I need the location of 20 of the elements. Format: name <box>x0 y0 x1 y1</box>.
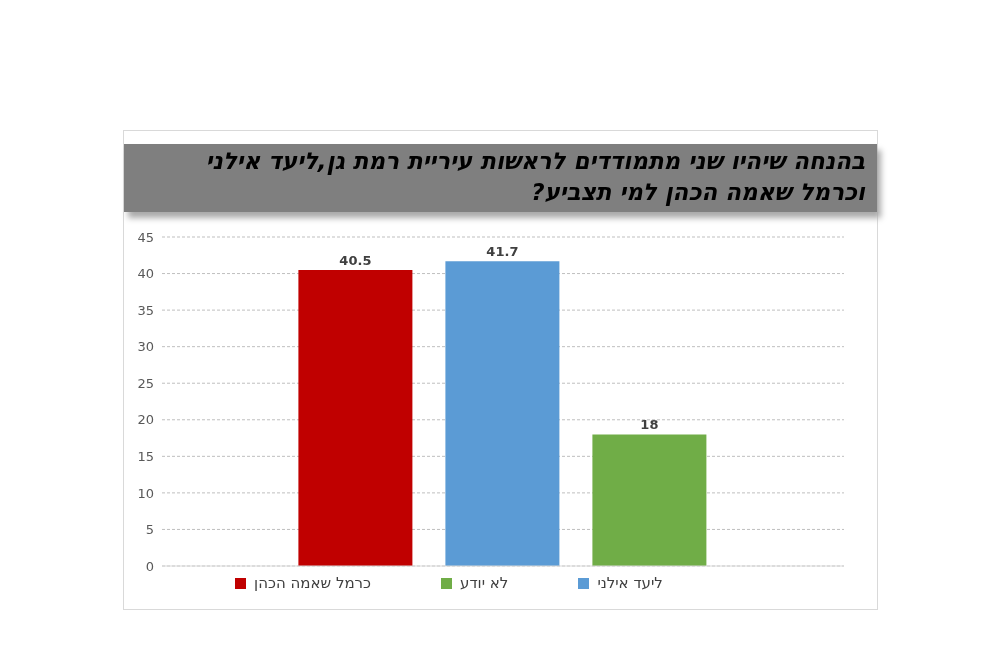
data-label: 41.7 <box>486 244 519 260</box>
legend-label: לא יודע <box>460 574 509 592</box>
data-label: 18 <box>640 417 659 433</box>
y-tick-label: 15 <box>137 448 154 464</box>
y-tick-label: 40 <box>137 266 154 282</box>
bar <box>445 261 560 566</box>
y-tick-label: 10 <box>137 485 154 501</box>
legend-label: ליעד אילני <box>597 574 663 592</box>
y-tick-label: 30 <box>137 339 154 355</box>
y-tick-label: 5 <box>145 522 154 538</box>
bar <box>592 434 707 566</box>
y-tick-label: 25 <box>137 375 154 391</box>
y-tick-label: 45 <box>137 229 154 245</box>
y-tick-label: 0 <box>145 558 154 574</box>
data-label: 40.5 <box>339 252 372 268</box>
chart-title: בהנחה שיהיו שני מתמודדים לראשות עיריית רמת גן,ליעד אילני וכרמל שאמה הכהן למי תצביע? <box>124 144 877 212</box>
y-tick-label: 35 <box>137 302 154 318</box>
y-tick-label: 20 <box>137 412 154 428</box>
bar <box>298 269 413 566</box>
legend-label: כרמל שאמה הכהן <box>254 574 372 592</box>
